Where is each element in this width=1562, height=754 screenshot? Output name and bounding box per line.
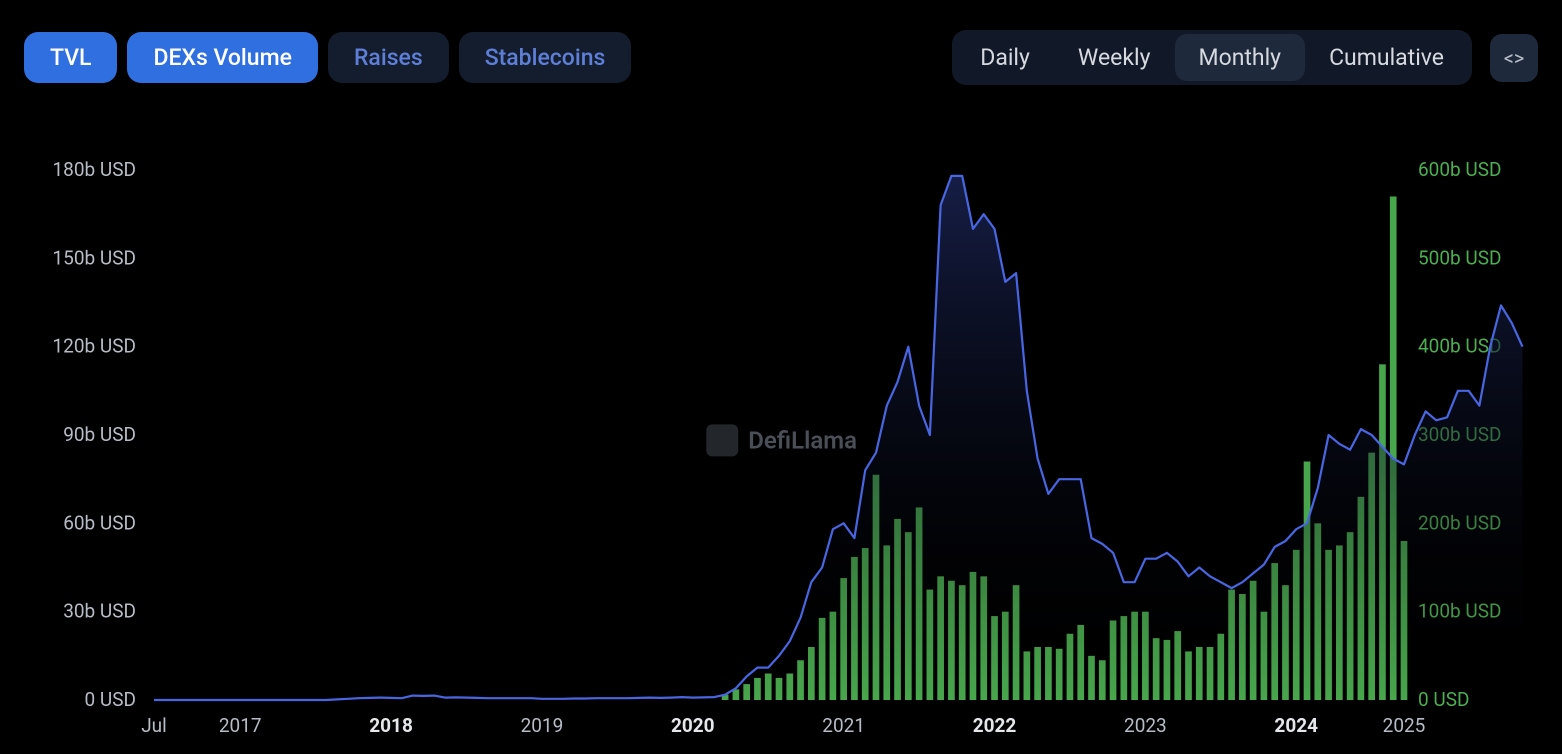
segment-monthly[interactable]: Monthly — [1175, 34, 1306, 81]
svg-text:2019: 2019 — [521, 714, 564, 737]
svg-text:500b USD: 500b USD — [1418, 246, 1502, 269]
svg-text:150b USD: 150b USD — [53, 246, 137, 269]
chart-toolbar: TVL DEXs Volume Raises Stablecoins Daily… — [0, 0, 1562, 85]
svg-text:2022: 2022 — [973, 714, 1017, 737]
metric-pills: TVL DEXs Volume Raises Stablecoins — [24, 32, 631, 83]
segment-weekly[interactable]: Weekly — [1054, 34, 1175, 81]
svg-text:Jul: Jul — [141, 714, 167, 737]
svg-text:2018: 2018 — [369, 714, 413, 737]
code-icon: <> — [1504, 46, 1525, 70]
svg-text:2023: 2023 — [1124, 714, 1167, 737]
pill-label: DEXs Volume — [153, 44, 291, 71]
svg-text:2021: 2021 — [822, 714, 865, 737]
svg-text:180b USD: 180b USD — [53, 158, 137, 181]
segment-label: Weekly — [1078, 44, 1151, 71]
pill-label: Stablecoins — [485, 44, 606, 71]
embed-button[interactable]: <> — [1490, 34, 1538, 82]
pill-label: Raises — [354, 44, 423, 71]
interval-segment-group: Daily Weekly Monthly Cumulative — [952, 30, 1472, 85]
segment-label: Monthly — [1199, 44, 1282, 71]
svg-text:600b USD: 600b USD — [1418, 158, 1502, 181]
svg-text:90b USD: 90b USD — [63, 423, 136, 446]
pill-raises[interactable]: Raises — [328, 32, 449, 83]
segment-daily[interactable]: Daily — [956, 34, 1054, 81]
pill-label: TVL — [50, 44, 91, 71]
pill-dexs-volume[interactable]: DEXs Volume — [127, 32, 317, 83]
svg-text:2017: 2017 — [219, 714, 262, 737]
svg-text:60b USD: 60b USD — [63, 511, 136, 534]
chart-container: 0 USD 30b USD 60b USD 90b USD 120b USD 150b U… — [24, 140, 1538, 746]
segment-label: Daily — [980, 44, 1030, 71]
pill-tvl[interactable]: TVL — [24, 32, 117, 83]
svg-text:2025: 2025 — [1383, 714, 1426, 737]
svg-text:DefiLlama: DefiLlama — [748, 426, 857, 454]
combo-chart: 0 USD 30b USD 60b USD 90b USD 120b USD 150b U… — [24, 140, 1538, 746]
segment-cumulative[interactable]: Cumulative — [1305, 34, 1468, 81]
svg-text:0 USD: 0 USD — [85, 688, 136, 711]
interval-controls: Daily Weekly Monthly Cumulative <> — [952, 30, 1538, 85]
pill-stablecoins[interactable]: Stablecoins — [459, 32, 632, 83]
svg-text:2024: 2024 — [1274, 714, 1318, 737]
svg-text:2020: 2020 — [671, 714, 715, 737]
svg-text:30b USD: 30b USD — [63, 600, 136, 623]
segment-label: Cumulative — [1329, 44, 1444, 71]
svg-text:120b USD: 120b USD — [53, 335, 137, 358]
